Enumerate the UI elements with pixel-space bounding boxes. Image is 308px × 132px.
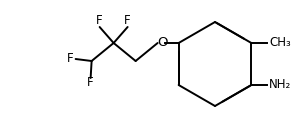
Text: CH₃: CH₃ bbox=[270, 37, 291, 50]
Text: F: F bbox=[124, 15, 131, 27]
Text: O: O bbox=[157, 37, 168, 50]
Text: F: F bbox=[67, 53, 74, 65]
Text: F: F bbox=[87, 77, 94, 89]
Text: NH₂: NH₂ bbox=[270, 79, 292, 91]
Text: F: F bbox=[96, 15, 103, 27]
